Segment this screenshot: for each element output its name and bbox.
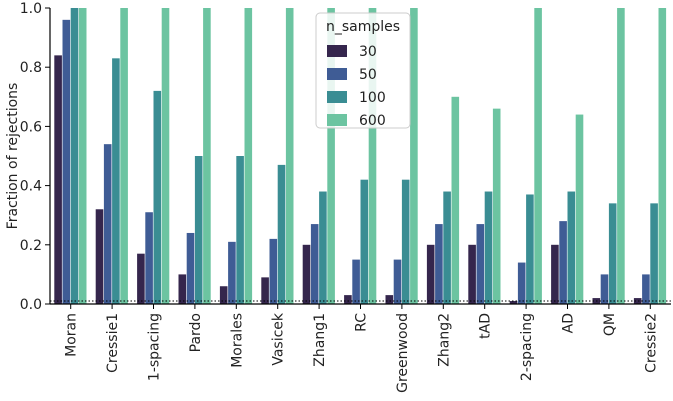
bar-Greenwood-30 xyxy=(385,295,394,304)
x-tick-label: Morales xyxy=(229,313,245,368)
x-tick-label: 2-spacing xyxy=(519,313,535,381)
bar-Morales-600 xyxy=(244,8,253,304)
bar-tAD-600 xyxy=(492,108,501,304)
bar-Zhang2-100 xyxy=(443,191,451,304)
bar-Vasicek-30 xyxy=(261,277,269,304)
legend-label-600: 600 xyxy=(359,113,386,129)
y-tick-label: 0.4 xyxy=(20,179,42,195)
bar-Cressie1-100 xyxy=(112,58,120,304)
bar-1-spacing-30 xyxy=(137,253,145,304)
bar-Pardo-600 xyxy=(203,8,211,304)
bar-Zhang1-100 xyxy=(319,191,327,304)
bars-layer xyxy=(54,8,667,305)
bar-Morales-100 xyxy=(236,156,244,304)
bar-Vasicek-50 xyxy=(269,238,278,304)
legend-label-30: 30 xyxy=(359,44,377,60)
bar-Moran-50 xyxy=(62,19,71,305)
bar-1-spacing-50 xyxy=(145,212,153,304)
bar-Pardo-100 xyxy=(194,156,203,304)
x-tick-label: Moran xyxy=(64,313,80,357)
y-axis-label: Fraction of rejections xyxy=(5,83,21,230)
x-tick-label: QM xyxy=(602,313,618,336)
x-tick-label: Pardo xyxy=(188,313,204,352)
bar-Zhang2-50 xyxy=(435,224,443,304)
y-tick-label: 0.0 xyxy=(20,297,42,313)
bar-QM-600 xyxy=(617,8,625,304)
bar-QM-50 xyxy=(600,274,609,304)
bar-1-spacing-600 xyxy=(161,8,170,304)
x-tick-label: tAD xyxy=(478,313,494,339)
bar-Greenwood-600 xyxy=(410,8,418,304)
x-tick-label: Vasicek xyxy=(271,312,287,366)
bar-Pardo-50 xyxy=(186,232,195,304)
x-tick-label: 1-spacing xyxy=(147,313,163,381)
bar-AD-50 xyxy=(559,221,567,304)
bar-Morales-50 xyxy=(228,241,236,304)
y-tick-label: 0.2 xyxy=(20,238,42,254)
bar-Cressie1-30 xyxy=(95,209,104,304)
bar-1-spacing-100 xyxy=(153,90,162,304)
bar-Pardo-30 xyxy=(178,274,187,304)
x-tick-label: Greenwood xyxy=(395,313,411,393)
bar-2-spacing-50 xyxy=(517,262,526,304)
bar-RC-100 xyxy=(360,179,369,304)
bar-RC-600 xyxy=(368,8,377,304)
bar-Cressie1-50 xyxy=(103,144,112,304)
legend-swatch-600 xyxy=(327,114,347,126)
bar-2-spacing-600 xyxy=(534,8,542,304)
bar-Zhang2-600 xyxy=(451,96,460,304)
bar-Zhang1-30 xyxy=(302,244,311,304)
bar-Cressie2-50 xyxy=(642,274,650,304)
y-tick-label: 0.6 xyxy=(20,119,42,135)
bar-2-spacing-30 xyxy=(509,301,518,304)
legend-title: n_samples xyxy=(326,19,400,35)
bar-tAD-30 xyxy=(468,244,476,304)
legend-swatch-100 xyxy=(327,91,347,103)
bar-Cressie2-600 xyxy=(658,8,667,304)
bar-Vasicek-100 xyxy=(277,164,286,304)
bar-RC-30 xyxy=(344,295,352,304)
x-tick-label: Zhang1 xyxy=(312,313,328,367)
bar-Zhang1-50 xyxy=(310,224,319,304)
bar-Zhang2-30 xyxy=(426,244,435,304)
bar-Cressie2-100 xyxy=(650,203,658,304)
bar-tAD-100 xyxy=(484,191,493,304)
bar-tAD-50 xyxy=(476,224,485,304)
x-tick-label: Cressie1 xyxy=(105,313,121,373)
legend: n_samples 30 50 100 600 xyxy=(315,12,411,129)
bar-Greenwood-100 xyxy=(401,179,410,304)
legend-label-50: 50 xyxy=(359,67,377,83)
bar-AD-30 xyxy=(551,244,559,304)
x-tick-label: Cressie2 xyxy=(643,313,659,373)
bar-Moran-30 xyxy=(54,55,62,304)
y-tick-label: 0.8 xyxy=(20,60,42,76)
x-tick-label: AD xyxy=(561,313,577,333)
y-tick-label: 1.0 xyxy=(20,1,42,17)
bar-QM-100 xyxy=(608,203,617,304)
legend-swatch-30 xyxy=(327,45,347,57)
bar-Moran-100 xyxy=(70,8,79,304)
bar-Cressie2-30 xyxy=(633,298,642,304)
bar-AD-100 xyxy=(567,191,576,304)
bar-Moran-600 xyxy=(78,8,87,304)
axes-layer: 0.0 0.2 0.4 0.6 0.8 1.0 Moran Cressie1 1-spacing… xyxy=(20,1,671,393)
bar-Vasicek-600 xyxy=(285,8,294,304)
legend-swatch-50 xyxy=(327,68,347,80)
bar-RC-50 xyxy=(352,259,360,304)
bar-AD-600 xyxy=(575,114,584,304)
bar-Greenwood-50 xyxy=(393,259,402,304)
bar-Morales-30 xyxy=(219,286,228,304)
legend-label-100: 100 xyxy=(359,90,386,106)
bar-Zhang1-600 xyxy=(327,8,335,304)
x-tick-label: Zhang2 xyxy=(436,313,452,367)
bar-Cressie1-600 xyxy=(120,8,128,304)
x-tick-label: RC xyxy=(354,313,370,332)
bar-2-spacing-100 xyxy=(526,194,534,304)
